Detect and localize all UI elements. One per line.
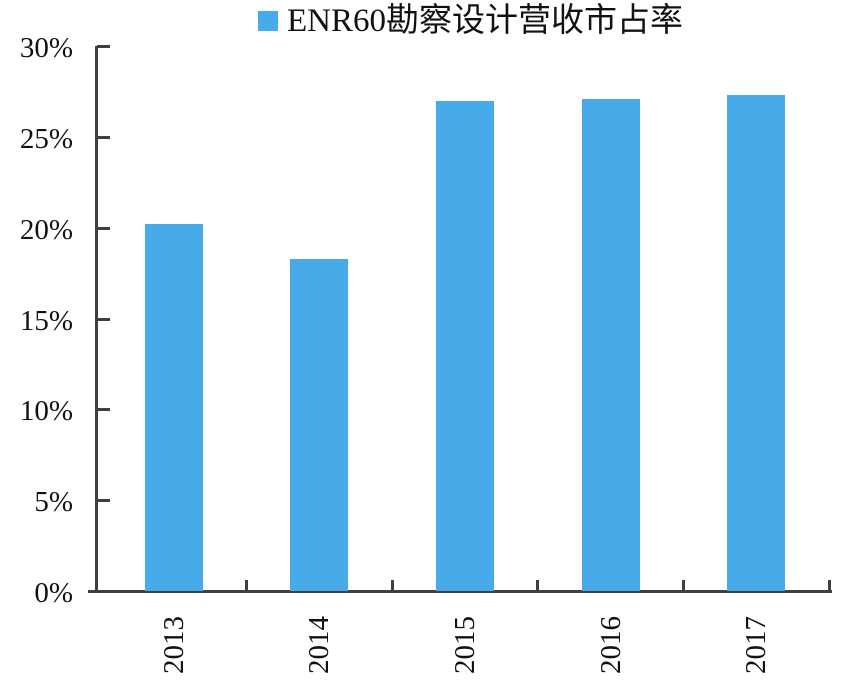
y-axis-tick <box>97 408 110 412</box>
bar-2015 <box>436 100 494 591</box>
bar-2016 <box>582 98 640 591</box>
y-axis-tick <box>97 317 110 321</box>
x-axis-tick <box>536 580 539 590</box>
y-axis-tick-label: 15% <box>19 304 73 337</box>
y-axis-tick <box>97 499 110 503</box>
legend: ENR60勘察设计营收市占率 <box>0 0 851 46</box>
x-axis-label-2013: 2013 <box>158 616 190 674</box>
x-axis-tick <box>682 580 685 590</box>
x-axis-tick <box>245 580 248 590</box>
y-axis-tick-label: 5% <box>34 486 73 519</box>
x-axis-tick <box>391 580 394 590</box>
bar-2017 <box>727 95 785 591</box>
bar-2013 <box>145 224 203 591</box>
bar-2014 <box>290 258 348 591</box>
y-axis-tick-label: 10% <box>19 395 73 428</box>
y-axis-tick-label: 20% <box>19 213 73 246</box>
legend-swatch-icon <box>258 11 278 31</box>
y-axis-tick <box>97 226 110 230</box>
y-axis-tick-label: 30% <box>19 32 73 64</box>
x-axis-label-2017: 2017 <box>740 616 772 674</box>
x-axis-tick <box>828 580 831 590</box>
y-axis-line <box>95 46 98 593</box>
y-axis-tick-label: 0% <box>34 577 73 609</box>
x-axis-line <box>88 590 832 593</box>
y-axis-tick <box>97 135 110 139</box>
x-axis-label-2014: 2014 <box>303 616 335 674</box>
legend-label: ENR60勘察设计营收市占率 <box>287 3 683 39</box>
x-axis-label-2016: 2016 <box>595 616 627 674</box>
y-axis-tick-label: 25% <box>19 122 73 155</box>
x-axis-label-2015: 2015 <box>449 616 481 674</box>
y-axis-tick <box>97 45 110 48</box>
